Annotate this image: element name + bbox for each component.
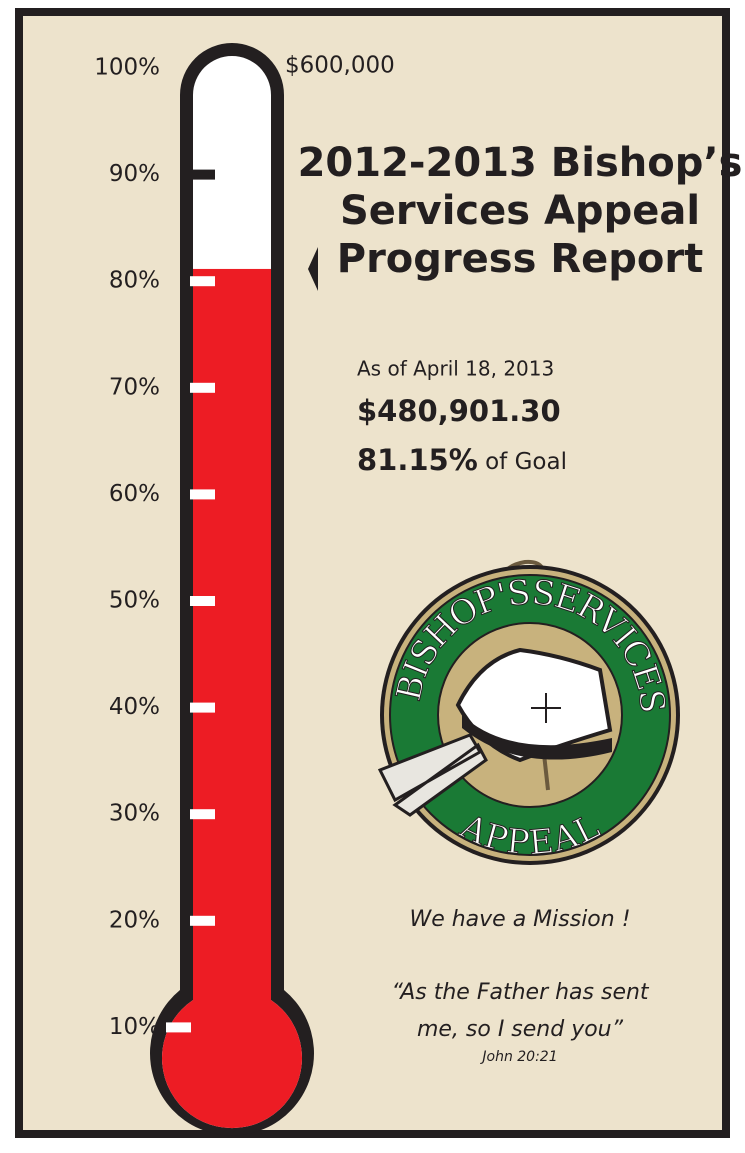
tick-mark bbox=[190, 809, 215, 819]
y-tick-label: 30% bbox=[109, 801, 160, 827]
goal-label: $600,000 bbox=[285, 53, 395, 79]
y-tick-label: 20% bbox=[109, 907, 160, 933]
motto: We have a Mission ! bbox=[409, 907, 630, 932]
y-tick-label: 100% bbox=[94, 55, 160, 81]
title-line: Services Appeal bbox=[340, 188, 700, 234]
tick-mark bbox=[190, 703, 215, 713]
tick-mark bbox=[190, 383, 215, 393]
tick-mark bbox=[190, 596, 215, 606]
title-line: Progress Report bbox=[337, 236, 703, 282]
citation: John 20:21 bbox=[479, 1049, 557, 1065]
percent-line: 81.15% of Goal bbox=[357, 443, 567, 477]
goal-suffix: of Goal bbox=[478, 449, 567, 475]
page: $600,000 2012-2013 Bishop’s Services App… bbox=[0, 0, 745, 1149]
tick-mark bbox=[190, 489, 215, 499]
title-line: 2012-2013 Bishop’s bbox=[298, 140, 743, 186]
y-tick-label: 50% bbox=[109, 588, 160, 614]
date-text: As of April 18, 2013 bbox=[357, 357, 554, 381]
y-tick-label: 80% bbox=[109, 268, 160, 294]
y-tick-label: 90% bbox=[109, 161, 160, 187]
y-tick-label: 70% bbox=[109, 374, 160, 400]
y-tick-label: 10% bbox=[109, 1014, 160, 1040]
tick-mark bbox=[190, 170, 215, 180]
tick-mark bbox=[166, 1022, 191, 1032]
tick-mark bbox=[190, 276, 215, 286]
percent-text: 81.15% bbox=[357, 443, 478, 477]
amount-text: $480,901.30 bbox=[357, 394, 561, 428]
y-tick-label: 40% bbox=[109, 694, 160, 720]
quote-line: me, so I send you” bbox=[417, 1017, 624, 1042]
tick-mark bbox=[190, 916, 215, 926]
y-tick-label: 60% bbox=[109, 481, 160, 507]
quote-line: “As the Father has sent bbox=[391, 980, 649, 1005]
